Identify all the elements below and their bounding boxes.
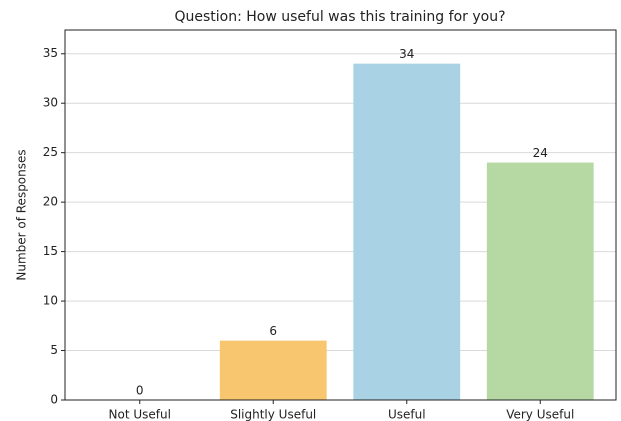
y-tick-label: 35 xyxy=(43,46,58,60)
x-tick-label: Very Useful xyxy=(506,408,574,421)
y-axis-label: Number of Responses xyxy=(15,149,29,280)
x-tick-label: Slightly Useful xyxy=(230,408,316,421)
y-tick-label: 25 xyxy=(43,145,58,159)
value-label: 6 xyxy=(269,324,277,338)
y-tick-label: 0 xyxy=(50,393,58,407)
x-tick-label: Useful xyxy=(388,408,426,421)
bar xyxy=(486,162,594,400)
bar xyxy=(219,340,327,400)
value-label: 0 xyxy=(136,384,144,398)
x-tick-label: Not Useful xyxy=(109,408,171,421)
y-tick-label: 15 xyxy=(43,244,58,258)
bar xyxy=(353,63,461,401)
y-tick-label: 10 xyxy=(43,294,58,308)
y-tick-label: 5 xyxy=(50,343,58,357)
value-label: 34 xyxy=(399,47,414,61)
y-tick-label: 20 xyxy=(43,195,58,209)
y-tick-label: 30 xyxy=(43,96,58,110)
chart-title: Question: How useful was this training f… xyxy=(174,9,505,25)
plot-frame xyxy=(64,29,617,401)
value-label: 24 xyxy=(533,146,548,160)
